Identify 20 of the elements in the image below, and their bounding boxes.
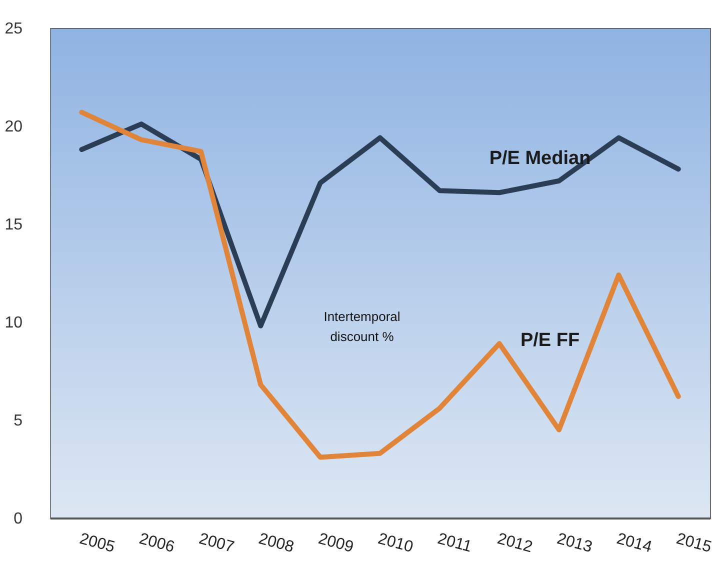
x-tick-label: 2009 [316, 530, 356, 556]
series-label: P/E FF [520, 330, 580, 351]
x-tick-label: 2014 [614, 530, 654, 556]
x-tick-label: 2012 [495, 530, 534, 556]
x-tick-label: 2008 [256, 530, 296, 556]
x-tick-label: 2013 [555, 530, 594, 556]
x-tick-label: 2007 [197, 530, 236, 556]
x-tick-label: 2006 [137, 530, 176, 556]
x-tick-label: 2005 [78, 530, 117, 556]
x-tick-label: 2015 [674, 530, 714, 556]
y-tick-label: 25 [4, 20, 23, 38]
series-label: P/E Median [489, 148, 591, 169]
x-tick-label: 2011 [436, 530, 474, 556]
y-tick-label: 0 [14, 510, 23, 528]
y-tick-label: 15 [4, 216, 23, 234]
y-tick-label: 20 [4, 118, 23, 136]
y-tick-label: 10 [4, 314, 23, 332]
y-tick-label: 5 [14, 412, 23, 430]
annotation: Intertemporal discount % [324, 309, 400, 344]
x-tick-label: 2010 [376, 530, 415, 556]
